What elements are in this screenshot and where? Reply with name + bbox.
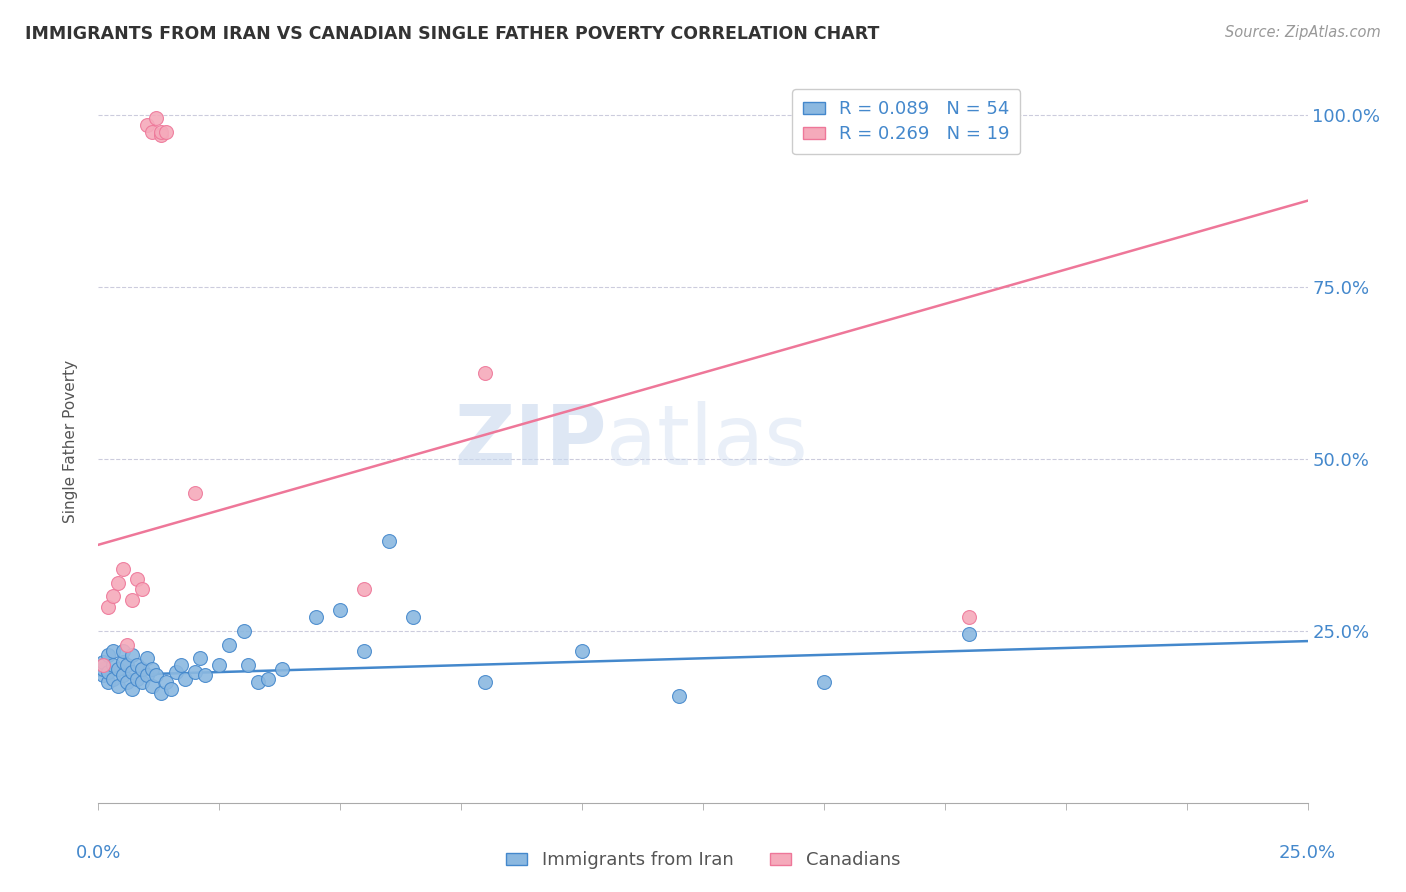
Point (150, 125, 173, 139)
Point (91, 658, 114, 673)
Point (232, 624, 254, 638)
Point (111, 644, 134, 658)
Point (101, 658, 124, 673)
Point (188, 651, 211, 665)
Point (135, 668, 157, 682)
Text: atlas: atlas (606, 401, 808, 482)
Point (127, 672, 149, 686)
Point (111, 668, 134, 682)
Point (97, 665, 120, 679)
Point (141, 662, 163, 676)
Point (218, 638, 240, 652)
Point (957, 610, 980, 624)
Point (121, 682, 143, 697)
Point (121, 592, 143, 607)
Point (91, 662, 114, 676)
Point (813, 675, 835, 690)
Text: ZIP: ZIP (454, 401, 606, 482)
Point (107, 575, 129, 590)
Point (117, 658, 139, 673)
Point (111, 655, 134, 669)
Point (145, 668, 167, 682)
Point (957, 627, 980, 641)
Point (256, 672, 278, 686)
Point (155, 675, 177, 690)
Point (135, 651, 157, 665)
Text: 0.0%: 0.0% (76, 845, 121, 863)
Point (121, 648, 143, 662)
Point (377, 534, 399, 549)
Point (353, 644, 375, 658)
Point (101, 644, 124, 658)
Point (305, 610, 328, 624)
Point (101, 672, 124, 686)
Legend: Immigrants from Iran, Canadians: Immigrants from Iran, Canadians (496, 842, 910, 879)
Point (107, 662, 129, 676)
Point (184, 665, 207, 679)
Point (271, 662, 294, 676)
Point (145, 111, 167, 125)
Point (474, 675, 496, 690)
Point (127, 658, 149, 673)
Point (97, 648, 120, 662)
Point (571, 644, 593, 658)
Point (97, 675, 120, 690)
Point (91, 668, 114, 682)
Point (117, 675, 139, 690)
Point (474, 366, 496, 380)
Point (141, 125, 163, 139)
Point (155, 125, 177, 139)
Point (91, 655, 114, 669)
Point (184, 486, 207, 500)
Point (165, 665, 187, 679)
Point (329, 603, 352, 617)
Point (111, 562, 134, 576)
Point (238, 658, 260, 673)
Point (668, 689, 690, 703)
Point (169, 658, 191, 673)
Point (127, 572, 149, 586)
Point (101, 590, 124, 604)
Y-axis label: Single Father Poverty: Single Father Poverty (63, 360, 77, 523)
Point (141, 679, 163, 693)
Point (208, 658, 231, 673)
Point (174, 672, 197, 686)
Point (107, 679, 129, 693)
Point (150, 686, 173, 700)
Point (194, 668, 217, 682)
Text: IMMIGRANTS FROM IRAN VS CANADIAN SINGLE FATHER POVERTY CORRELATION CHART: IMMIGRANTS FROM IRAN VS CANADIAN SINGLE … (25, 25, 880, 43)
Point (353, 582, 375, 597)
Point (117, 638, 139, 652)
Point (131, 582, 153, 597)
Legend: R = 0.089   N = 54, R = 0.269   N = 19: R = 0.089 N = 54, R = 0.269 N = 19 (792, 89, 1021, 154)
Point (135, 118, 157, 132)
Text: 25.0%: 25.0% (1279, 845, 1336, 863)
Point (131, 662, 153, 676)
Point (247, 675, 270, 690)
Point (131, 675, 153, 690)
Point (402, 610, 425, 624)
Point (97, 599, 120, 614)
Text: Source: ZipAtlas.com: Source: ZipAtlas.com (1225, 25, 1381, 40)
Point (150, 128, 173, 143)
Point (121, 665, 143, 679)
Point (160, 682, 183, 697)
